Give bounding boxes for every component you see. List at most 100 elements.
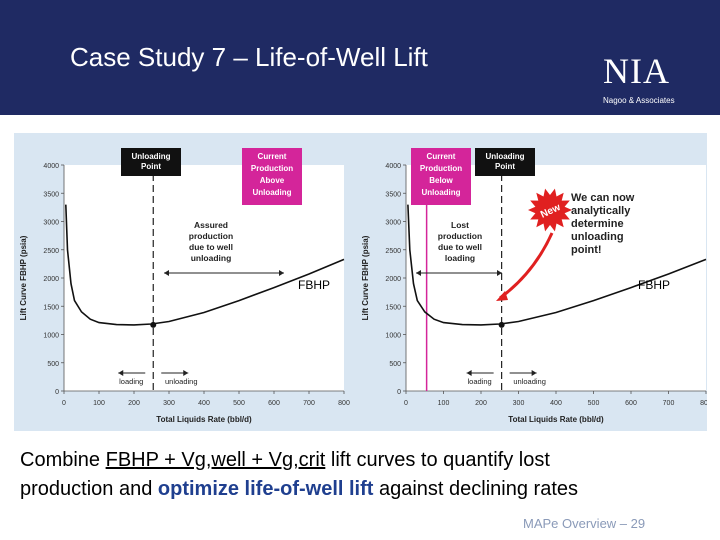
chart2-x-tick-label: 200 xyxy=(475,400,487,407)
chart2-current-production-box xyxy=(411,148,471,205)
chart2-y-tick-label: 2000 xyxy=(385,276,401,283)
chart2-lost-text: due to well xyxy=(438,242,482,252)
summary-text: Combine FBHP + Vg,well + Vg,crit lift cu… xyxy=(20,446,710,504)
chart1-current-production-text: Production xyxy=(251,164,293,173)
new-badge-icon xyxy=(528,188,572,232)
page-title: Case Study 7 – Life-of-Well Lift xyxy=(70,42,428,72)
chart1-loading-arrowhead xyxy=(118,370,124,376)
chart2-y-tick-label: 1000 xyxy=(385,333,401,340)
summary-text-1b: lift curves to quantify lost xyxy=(325,449,550,471)
chart2-lost-arrowhead-left xyxy=(416,270,421,276)
chart1-current-production-text: Above xyxy=(260,176,285,185)
chart1-assured-text: Assured xyxy=(194,220,228,230)
logo-subtitle: Nagoo & Associates xyxy=(603,96,675,105)
footer-text: MAPe Overview – 29 xyxy=(523,516,646,531)
callout-text: We can now xyxy=(571,192,635,204)
chart2-current-production-text: Production xyxy=(420,164,462,173)
chart2-x-tick-label: 100 xyxy=(438,400,450,407)
chart2-fbhp-label: FBHP xyxy=(638,278,670,292)
chart1-x-tick-label: 0 xyxy=(62,400,66,407)
chart1-x-tick-label: 600 xyxy=(268,400,280,407)
chart1-current-production-text: Current xyxy=(258,152,287,161)
chart1-y-tick-label: 3000 xyxy=(43,220,59,227)
chart1-x-tick-label: 700 xyxy=(303,400,315,407)
chart1-unloading-point-box xyxy=(121,148,181,176)
chart2-loading-label: loading xyxy=(468,377,492,386)
chart1-lift-curve xyxy=(65,204,345,326)
chart2-lost-text: Lost xyxy=(451,220,469,230)
chart2-unloading-point-marker xyxy=(498,321,505,328)
chart2-x-tick-label: 300 xyxy=(513,400,525,407)
chart1-y-tick-label: 0 xyxy=(55,389,59,396)
chart1-y-tick-label: 2500 xyxy=(43,248,59,255)
callout-text: analytically xyxy=(571,205,631,217)
summary-text-2b: against declining rates xyxy=(373,478,579,500)
chart2-y-tick-label: 3000 xyxy=(385,220,401,227)
chart2-y-tick-label: 2500 xyxy=(385,248,401,255)
chart2-unloading-point-box xyxy=(475,148,535,176)
chart2-current-production-text: Unloading xyxy=(421,188,460,197)
chart1-x-axis-label: Total Liquids Rate (bbl/d) xyxy=(156,415,252,424)
chart2-x-axis-label: Total Liquids Rate (bbl/d) xyxy=(508,415,604,424)
chart1-assured-text: production xyxy=(189,231,233,241)
chart1-y-tick-label: 1000 xyxy=(43,333,59,340)
chart1-y-tick-label: 3500 xyxy=(43,191,59,198)
chart1-y-tick-label: 2000 xyxy=(43,276,59,283)
chart2-x-tick-label: 700 xyxy=(663,400,675,407)
chart2-y-tick-label: 0 xyxy=(397,389,401,396)
logo xyxy=(580,0,700,115)
chart1-assured-text: due to well xyxy=(189,242,233,252)
chart1-assured-text: unloading xyxy=(191,253,232,263)
chart1-y-axis-label: Lift Curve FBHP (psia) xyxy=(19,235,28,320)
chart1-y-tick-label: 1500 xyxy=(43,304,59,311)
chart1-x-tick-label: 500 xyxy=(233,400,245,407)
chart1-x-tick-label: 400 xyxy=(198,400,210,407)
chart2-lost-text: production xyxy=(438,231,482,241)
chart1-x-tick-label: 300 xyxy=(163,400,175,407)
chart2-y-tick-label: 1500 xyxy=(385,304,401,311)
chart2-y-axis-label: Lift Curve FBHP (psia) xyxy=(361,235,370,320)
chart2-y-tick-label: 3500 xyxy=(385,191,401,198)
chart1-unloading-point-text: Point xyxy=(141,162,161,171)
chart1-unloading-arrowhead xyxy=(183,370,189,376)
chart2-current-production-text: Current xyxy=(427,152,456,161)
chart2-x-tick-label: 600 xyxy=(625,400,637,407)
chart2-lift-curve xyxy=(407,204,707,326)
chart2-unloading-point-text: Point xyxy=(495,162,515,171)
chart1-current-production-box xyxy=(242,148,302,205)
chart2-lost-arrowhead-right xyxy=(497,270,502,276)
chart2-x-tick-label: 0 xyxy=(404,400,408,407)
chart1-y-tick-label: 500 xyxy=(47,361,59,368)
callout-arrowhead xyxy=(496,291,508,301)
chart1-x-tick-label: 100 xyxy=(93,400,105,407)
chart2-unloading-label: unloading xyxy=(513,377,546,386)
chart2-y-tick-label: 500 xyxy=(389,361,401,368)
chart1-x-tick-label: 800 xyxy=(338,400,350,407)
summary-text-2a: production and xyxy=(20,478,158,500)
chart1-fbhp-label: FBHP xyxy=(298,278,330,292)
chart2-x-tick-label: 500 xyxy=(588,400,600,407)
chart2-lost-text: loading xyxy=(445,253,475,263)
callout-text: determine xyxy=(571,218,624,230)
chart1-unloading-label: unloading xyxy=(165,377,198,386)
chart2-current-production-text: Below xyxy=(429,176,453,185)
chart1-assured-arrowhead-left xyxy=(164,270,169,276)
summary-text-1u: FBHP + Vg,well + Vg,crit xyxy=(105,449,326,471)
chart2-unloading-arrowhead xyxy=(531,370,537,376)
chart2-x-tick-label: 800 xyxy=(700,400,707,407)
callout-arrow xyxy=(499,232,554,300)
chart1-loading-label: loading xyxy=(119,377,143,386)
chart2-x-tick-label: 400 xyxy=(550,400,562,407)
chart1-unloading-point-text: Unloading xyxy=(131,152,170,161)
chart1-current-production-text: Unloading xyxy=(252,188,291,197)
chart1-assured-arrowhead-right xyxy=(279,270,284,276)
chart1-y-tick-label: 4000 xyxy=(43,163,59,170)
summary-text-1a: Combine xyxy=(20,449,106,471)
chart2-loading-arrowhead xyxy=(466,370,472,376)
chart1-unloading-point-marker xyxy=(150,321,157,328)
summary-text-2blue: optimize life-of-well lift xyxy=(157,478,374,500)
logo-text: NIA xyxy=(603,51,670,91)
callout-text: point! xyxy=(571,244,602,256)
chart2-y-tick-label: 4000 xyxy=(385,163,401,170)
